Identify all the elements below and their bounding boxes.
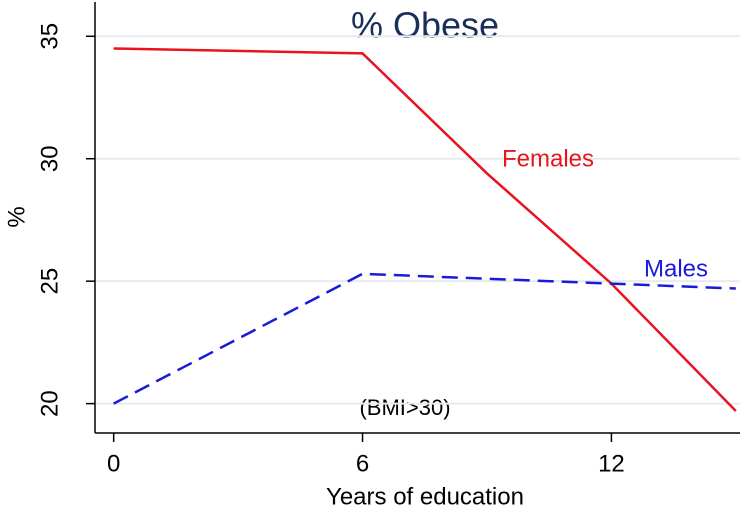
y-tick-label: 30 [36,145,63,172]
chart-title: % Obese [351,5,499,46]
x-tick-label: 0 [107,450,120,477]
y-tick-label: 20 [36,390,63,417]
y-tick-label: 25 [36,268,63,295]
series-line [113,272,736,405]
series-label: Males [644,255,708,282]
annotation: (BMI>30) [359,395,450,420]
y-tick-label: 35 [36,23,63,50]
x-axis-label: Years of education [326,483,524,510]
x-tick-label: 6 [356,450,369,477]
y-axis-label: % [3,206,30,227]
x-tick-label: 12 [598,450,625,477]
series-label: Females [502,145,594,172]
series-line [113,47,737,412]
